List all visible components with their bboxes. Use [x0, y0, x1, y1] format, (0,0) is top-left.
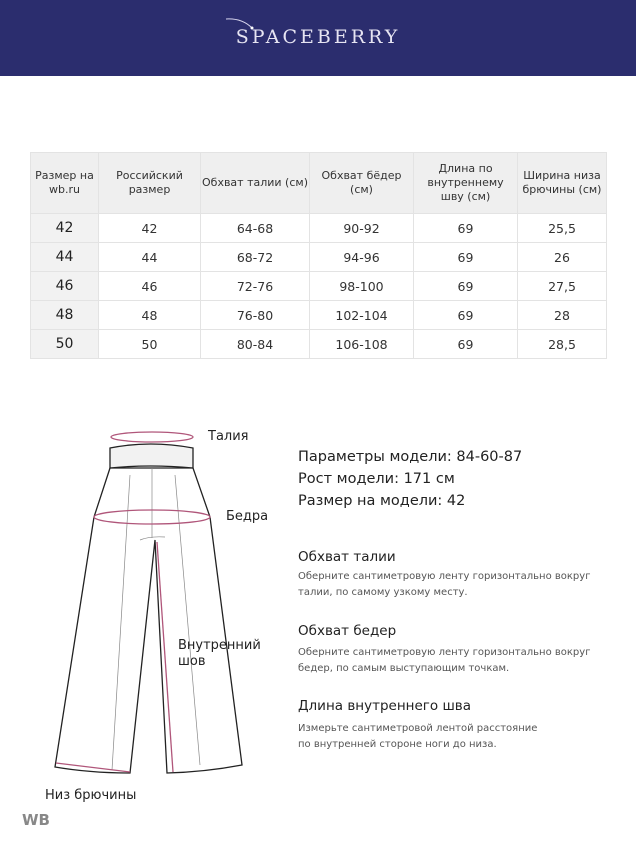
- label-hem: Низ брючины: [45, 788, 137, 803]
- brand-name: SPACEBERRY: [235, 26, 401, 48]
- table-cell: 72-76: [200, 271, 310, 301]
- table-cell: 28,5: [517, 329, 607, 359]
- guide-text: Оберните сантиметровую ленту горизонталь…: [298, 571, 591, 582]
- table-cell: 80-84: [200, 329, 310, 359]
- waistband: [109, 443, 194, 469]
- pants-diagram: [54, 431, 243, 774]
- table-cell: 94-96: [309, 242, 414, 272]
- label-waist: Талия: [208, 429, 249, 444]
- size-cell: 44: [30, 242, 99, 272]
- label-inseam-2: шов: [178, 654, 206, 669]
- table-cell: 42: [98, 213, 201, 243]
- col-header: Российский размер: [98, 152, 201, 214]
- table-cell: 69: [413, 271, 518, 301]
- pants-outline: [54, 467, 243, 774]
- model-height: Рост модели: 171 см: [298, 471, 455, 487]
- table-cell: 98-100: [309, 271, 414, 301]
- table-cell: 76-80: [200, 300, 310, 330]
- table-cell: 26: [517, 242, 607, 272]
- table-row: 50 50 80-84 106-108 69 28,5: [30, 329, 607, 359]
- table-cell: 64-68: [200, 213, 310, 243]
- model-params: Параметры модели: 84-60-87: [298, 449, 523, 465]
- guide-title: Обхват талии: [298, 549, 396, 565]
- size-cell: 50: [30, 329, 99, 359]
- size-table: Размер на wb.ru Российский размер Обхват…: [30, 152, 607, 359]
- guide-title: Длина внутреннего шва: [298, 698, 472, 714]
- table-cell: 69: [413, 242, 518, 272]
- table-cell: 46: [98, 271, 201, 301]
- table-cell: 50: [98, 329, 201, 359]
- table-cell: 44: [98, 242, 201, 272]
- model-size: Размер на модели: 42: [298, 493, 466, 509]
- col-header: Ширина низа брючины (см): [517, 152, 607, 214]
- table-cell: 69: [413, 329, 518, 359]
- table-row: 42 42 64-68 90-92 69 25,5: [30, 213, 607, 243]
- guide-text: Оберните сантиметровую ленту горизонталь…: [298, 647, 591, 658]
- measure-lines: [55, 431, 211, 773]
- col-header: Обхват бёдер (см): [309, 152, 414, 214]
- table-row: 48 48 76-80 102-104 69 28: [30, 300, 607, 330]
- label-inseam: Внутренний: [178, 638, 261, 653]
- col-header: Обхват талии (см): [200, 152, 310, 214]
- guide-text: по внутренней стороне ноги до низа.: [298, 739, 497, 750]
- table-cell: 69: [413, 300, 518, 330]
- wb-watermark: WB: [22, 811, 50, 829]
- table-cell: 48: [98, 300, 201, 330]
- table-cell: 102-104: [309, 300, 414, 330]
- col-header: Размер на wb.ru: [30, 152, 99, 214]
- guide-text: талии, по самому узкому месту.: [298, 587, 468, 598]
- table-cell: 27,5: [517, 271, 607, 301]
- guide-text: Измерьте сантиметровой лентой расстояние: [298, 723, 538, 734]
- table-cell: 90-92: [309, 213, 414, 243]
- table-row: 44 44 68-72 94-96 69 26: [30, 242, 607, 272]
- label-hips: Бедра: [226, 509, 269, 524]
- shooting-star-icon: [225, 18, 254, 30]
- table-row: 46 46 72-76 98-100 69 27,5: [30, 271, 607, 301]
- table-cell: 28: [517, 300, 607, 330]
- brand-banner: SPACEBERRY: [0, 0, 636, 76]
- table-cell: 106-108: [309, 329, 414, 359]
- table-cell: 68-72: [200, 242, 310, 272]
- table-cell: 25,5: [517, 213, 607, 243]
- size-cell: 42: [30, 213, 99, 243]
- size-cell: 46: [30, 271, 99, 301]
- table-cell: 69: [413, 213, 518, 243]
- guide-title: Обхват бедер: [298, 623, 397, 639]
- col-header: Длина по внутреннему шву (см): [413, 152, 518, 214]
- guide-text: бедер, по самым выступающим точкам.: [298, 663, 510, 674]
- brand-logo: SPACEBERRY: [0, 18, 636, 48]
- size-cell: 48: [30, 300, 99, 330]
- table-header: Размер на wb.ru Российский размер Обхват…: [30, 152, 607, 214]
